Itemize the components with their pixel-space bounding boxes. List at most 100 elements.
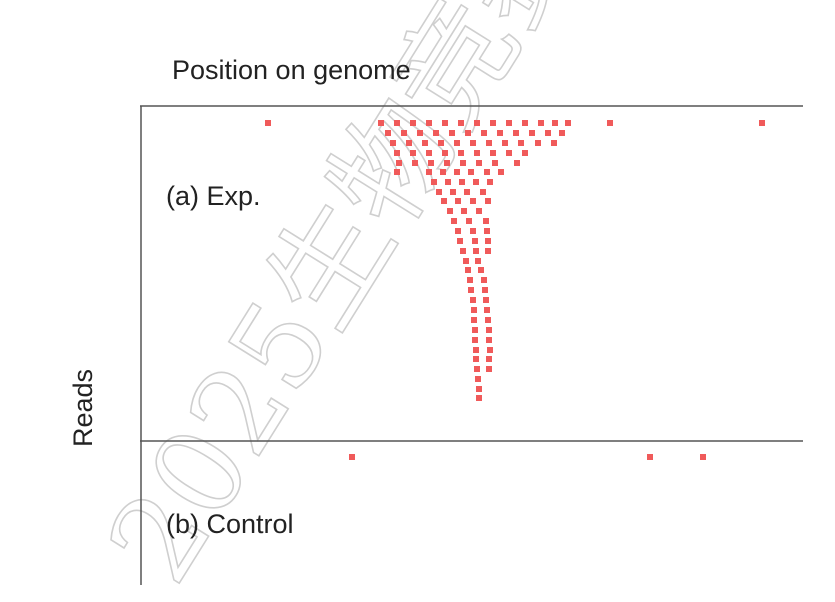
exp-read-mark xyxy=(417,130,423,136)
exp-read-mark xyxy=(476,395,482,401)
exp-read-mark xyxy=(426,150,432,156)
exp-read-mark xyxy=(487,179,493,185)
exp-read-mark xyxy=(552,120,558,126)
exp-read-mark xyxy=(470,198,476,204)
exp-read-mark xyxy=(474,120,480,126)
exp-read-mark xyxy=(454,169,460,175)
exp-read-mark xyxy=(551,140,557,146)
exp-read-mark xyxy=(471,317,477,323)
exp-read-mark xyxy=(454,140,460,146)
exp-read-mark xyxy=(492,160,498,166)
exp-read-mark xyxy=(426,169,432,175)
exp-read-mark xyxy=(522,150,528,156)
exp-read-mark xyxy=(535,140,541,146)
exp-read-mark xyxy=(545,130,551,136)
exp-read-mark xyxy=(506,150,512,156)
exp-read-mark xyxy=(475,376,481,382)
exp-read-mark xyxy=(487,347,493,353)
exp-read-mark xyxy=(538,120,544,126)
exp-read-mark xyxy=(474,366,480,372)
exp-read-mark xyxy=(444,160,450,166)
exp-read-mark xyxy=(450,189,456,195)
chart-title: Position on genome xyxy=(172,55,411,85)
exp-read-mark xyxy=(490,150,496,156)
exp-read-mark xyxy=(484,307,490,313)
exp-read-mark xyxy=(442,120,448,126)
exp-read-mark xyxy=(468,287,474,293)
exp-read-mark xyxy=(396,160,402,166)
exp-read-mark xyxy=(522,120,528,126)
exp-read-mark xyxy=(470,140,476,146)
exp-read-mark xyxy=(473,179,479,185)
exp-read-mark xyxy=(474,150,480,156)
exp-read-mark xyxy=(473,248,479,254)
exp-read-mark xyxy=(473,356,479,362)
exp-read-mark xyxy=(406,140,412,146)
exp-read-mark xyxy=(265,120,271,126)
exp-read-mark xyxy=(461,208,467,214)
exp-read-mark xyxy=(412,160,418,166)
exp-read-mark xyxy=(480,189,486,195)
exp-read-mark xyxy=(497,130,503,136)
exp-read-mark xyxy=(486,140,492,146)
exp-read-mark xyxy=(464,189,470,195)
exp-read-mark xyxy=(440,169,446,175)
exp-read-mark xyxy=(473,347,479,353)
exp-read-mark xyxy=(476,386,482,392)
exp-read-mark xyxy=(481,130,487,136)
exp-read-mark xyxy=(486,366,492,372)
exp-read-mark xyxy=(468,169,474,175)
exp-read-mark xyxy=(467,277,473,283)
exp-read-mark xyxy=(459,179,465,185)
exp-read-mark xyxy=(455,198,461,204)
exp-read-mark xyxy=(485,317,491,323)
control-reads-group xyxy=(349,454,706,460)
exp-read-mark xyxy=(441,198,447,204)
exp-read-mark xyxy=(506,120,512,126)
exp-read-mark xyxy=(513,130,519,136)
exp-read-mark xyxy=(472,337,478,343)
exp-read-mark xyxy=(390,140,396,146)
exp-read-mark xyxy=(472,238,478,244)
exp-read-mark xyxy=(460,160,466,166)
exp-read-mark xyxy=(471,307,477,313)
exp-read-mark xyxy=(466,218,472,224)
exp-read-mark xyxy=(436,189,442,195)
exp-read-mark xyxy=(481,277,487,283)
exp-read-mark xyxy=(482,287,488,293)
exp-read-mark xyxy=(458,150,464,156)
control-panel-label: (b) Control xyxy=(166,509,294,539)
exp-read-mark xyxy=(422,140,428,146)
exp-read-mark xyxy=(426,120,432,126)
exp-read-mark xyxy=(394,150,400,156)
exp-read-mark xyxy=(460,248,466,254)
exp-read-mark xyxy=(478,267,484,273)
control-read-mark xyxy=(647,454,653,460)
exp-read-mark xyxy=(428,160,434,166)
exp-read-mark xyxy=(565,120,571,126)
exp-read-mark xyxy=(410,150,416,156)
exp-read-mark xyxy=(457,238,463,244)
exp-read-mark xyxy=(484,169,490,175)
exp-read-mark xyxy=(431,179,437,185)
exp-read-mark xyxy=(465,267,471,273)
exp-read-mark xyxy=(485,198,491,204)
exp-read-mark xyxy=(438,140,444,146)
exp-read-mark xyxy=(378,120,384,126)
exp-read-mark xyxy=(518,140,524,146)
exp-read-mark xyxy=(472,327,478,333)
exp-read-mark xyxy=(484,228,490,234)
exp-read-mark xyxy=(458,120,464,126)
exp-read-mark xyxy=(559,130,565,136)
exp-read-mark xyxy=(394,120,400,126)
exp-read-mark xyxy=(498,169,504,175)
y-axis-label: Reads xyxy=(68,368,98,447)
control-read-mark xyxy=(700,454,706,460)
exp-read-mark xyxy=(465,130,471,136)
exp-read-mark xyxy=(463,258,469,264)
exp-read-mark xyxy=(486,356,492,362)
exp-read-mark xyxy=(470,297,476,303)
exp-reads-group xyxy=(265,120,765,401)
exp-read-mark xyxy=(483,218,489,224)
